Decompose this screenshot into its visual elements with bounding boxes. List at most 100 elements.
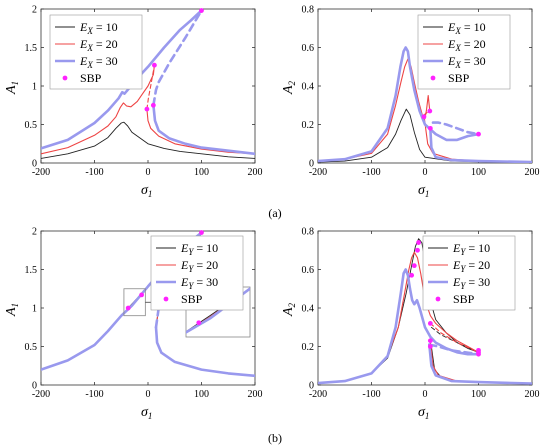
sbp-marker [476,131,481,137]
y-tick-label: 0.6 [302,43,315,54]
legend-label: EY = 20 [180,258,218,274]
x-tick-label: 200 [248,167,263,178]
series-1-segment-1 [41,121,255,159]
y-tick-label: 2 [32,5,37,16]
y-tick-label: 0.6 [302,265,315,276]
x-axis-label: σ1 [141,405,152,421]
sbp-marker [476,351,481,357]
series-3-segment-1 [41,9,203,150]
y-tick-label: 1 [32,304,37,315]
legend-label: EX = 10 [447,20,486,36]
legend-label: EY = 20 [452,258,490,274]
x-axis-label: σ1 [418,183,429,199]
x-axis-label: σ1 [418,405,429,421]
x-tick-label: 0 [423,389,428,400]
x-tick-label: 0 [423,167,428,178]
y-tick-label: 1.5 [25,265,38,276]
caption-a: (a) [268,206,281,220]
series-2-segment-1 [41,64,155,155]
y-axis-label: A2 [281,302,297,317]
y-tick-label: 0 [32,159,37,170]
series-3-segment-3 [154,326,255,378]
legend-sbp-label: SBP [80,71,102,85]
x-tick-label: 100 [194,389,209,400]
series-3-segment-2 [428,343,480,356]
legend-sbp-marker [430,75,436,81]
y-tick-label: 0.8 [302,227,315,238]
series-2-segment-2 [146,64,155,110]
y-tick-label: 0 [309,381,314,392]
legend-label: EX = 10 [79,20,118,36]
series-3-segment-2 [152,9,203,107]
x-tick-label: -200 [309,167,327,178]
legend-sbp-label: SBP [453,292,475,306]
y-axis-label: A1 [4,81,20,95]
series-2-segment-3 [282,358,550,448]
x-tick-label: -200 [32,167,50,178]
inset-plot [186,287,550,448]
y-tick-label: 0 [32,381,37,392]
y-axis-label: A1 [4,303,20,317]
inset-sbp-marker [196,320,202,326]
y-tick-label: 1 [32,82,37,93]
sbp-marker [199,8,204,13]
legend-label: EY = 30 [180,275,218,291]
sbp-marker [427,338,433,344]
sbp-marker [411,263,417,269]
legend-sbp-marker [62,75,68,81]
legend-label: EX = 30 [447,54,486,70]
x-axis-label: σ1 [141,183,152,199]
legend-label: EX = 20 [79,37,118,53]
x-tick-label: 0 [146,389,151,400]
y-tick-label: 0.5 [25,342,38,353]
legend-sbp-marker [163,296,169,302]
sbp-marker [427,344,433,349]
sbp-marker [144,106,150,112]
legend-sbp-label: SBP [448,71,470,85]
x-tick-label: 0 [146,167,151,178]
series-2-segment-2 [423,110,431,116]
sbp-marker [152,62,157,68]
sbp-marker [150,102,156,108]
sbp-marker [427,125,433,131]
series-3-segment-1 [318,46,480,163]
y-axis-label: A2 [281,80,297,95]
sbp-marker [125,305,131,311]
y-tick-label: 0 [309,159,314,170]
legend-label: EY = 10 [452,241,490,257]
series-2-segment-2 [429,322,480,353]
sbp-marker [421,114,427,120]
legend-sbp-marker [435,296,441,302]
caption-b: (b) [268,431,282,445]
series-3-segment-3 [428,343,532,385]
x-tick-label: 100 [471,389,486,400]
sbp-marker [416,240,421,245]
x-tick-label: 200 [525,389,540,400]
sbp-marker [139,292,144,298]
series-3-segment-2 [431,121,480,136]
y-tick-label: 0.2 [302,342,315,353]
series-2-segment-3 [146,108,255,155]
x-tick-label: 100 [194,167,209,178]
legend-label: EX = 20 [447,37,486,53]
series-3-segment-3 [152,104,255,156]
x-tick-label: -200 [309,389,327,400]
y-tick-label: 0.5 [25,120,38,131]
legend-label: EY = 10 [180,241,218,257]
x-tick-label: -100 [85,167,103,178]
series-3-segment-3 [282,358,550,448]
x-tick-label: -200 [32,389,50,400]
sbp-marker [427,321,433,326]
series-3-segment-3 [429,129,532,163]
y-tick-label: 1.5 [25,43,38,54]
sbp-marker [409,272,415,278]
x-tick-label: 200 [248,389,263,400]
legend-label: EX = 30 [79,54,118,70]
series-1-segment-1 [318,108,532,163]
x-tick-label: -100 [85,389,103,400]
